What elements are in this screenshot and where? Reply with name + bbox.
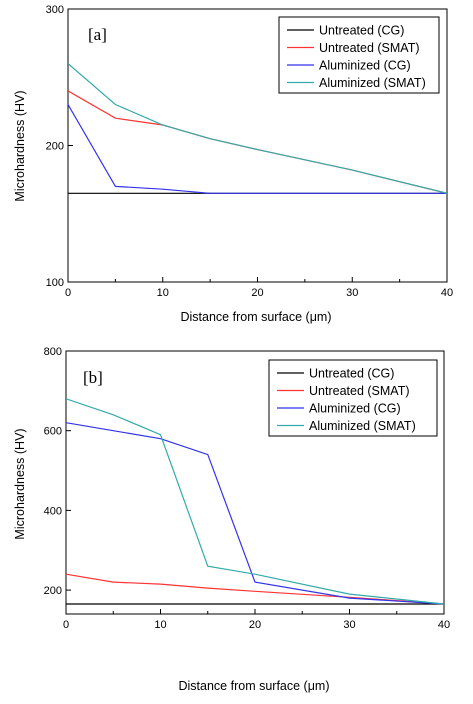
x-tick-label: 10	[157, 287, 169, 299]
series-line-1	[68, 90, 447, 194]
series-line-1	[66, 573, 444, 605]
y-tick-label: 200	[46, 141, 64, 153]
y-tick-label: 100	[46, 277, 64, 289]
x-tick-label: 10	[154, 619, 166, 631]
x-tick-label: 40	[438, 619, 450, 631]
y-tick-label: 400	[44, 505, 62, 517]
series-line-2	[68, 104, 447, 194]
x-tick-label: 20	[249, 619, 261, 631]
y-tick-label: 300	[46, 4, 64, 16]
y-tick-label: 800	[44, 346, 62, 358]
legend-label: Untreated (CG)	[319, 24, 404, 38]
x-tick-label: 0	[65, 287, 71, 299]
y-tick-label: 600	[44, 426, 62, 438]
panel-label: [a]	[88, 25, 107, 44]
legend-label: Aluminized (SMAT)	[319, 76, 426, 90]
x-tick-label: 0	[63, 619, 69, 631]
x-tick-label: 40	[441, 287, 453, 299]
legend-label: Untreated (SMAT)	[309, 384, 410, 398]
panel-label: [b]	[83, 368, 103, 387]
legend-label: Aluminized (SMAT)	[309, 419, 416, 433]
y-tick-label: 200	[44, 585, 62, 597]
chart-panel-1: 0 10 20 30 40 200 400 600 800 Distance from surfa…	[13, 346, 450, 693]
x-tick-label: 20	[251, 287, 263, 299]
legend-label: Untreated (CG)	[309, 367, 394, 381]
legend: Untreated (CG) Untreated (SMAT) Aluminized…	[268, 359, 438, 437]
y-axis-title: Microhardness (HV)	[13, 90, 27, 201]
series-line-2	[66, 422, 444, 605]
series-line-3	[66, 398, 444, 605]
x-tick-label: 30	[343, 619, 355, 631]
legend-label: Aluminized (CG)	[309, 402, 401, 416]
series-line-3	[68, 63, 447, 194]
x-axis-title: Distance from surface (μm)	[181, 310, 332, 324]
x-axis-title: Distance from surface (μm)	[179, 679, 330, 693]
chart-panel-0: 0 10 20 30 40 100 200 300 Distance from surface …	[13, 4, 453, 324]
x-tick-label: 30	[346, 287, 358, 299]
legend: Untreated (CG) Untreated (SMAT) Aluminized…	[278, 16, 440, 94]
legend-label: Aluminized (CG)	[319, 59, 411, 73]
legend-label: Untreated (SMAT)	[319, 41, 420, 55]
y-axis-title: Microhardness (HV)	[13, 428, 27, 539]
